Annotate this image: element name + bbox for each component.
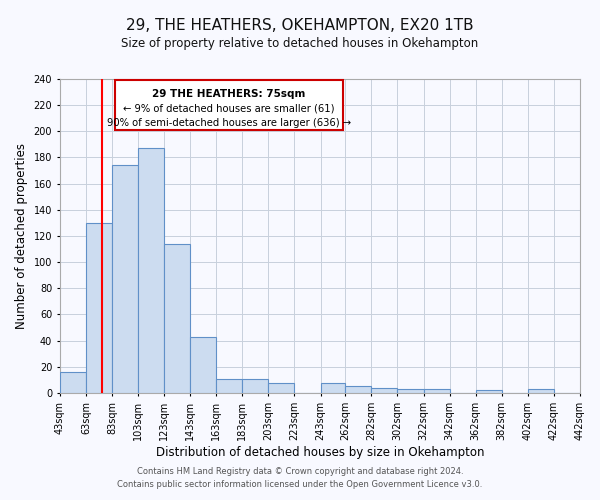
Bar xyxy=(320,382,346,393)
Text: 29 THE HEATHERS: 75sqm: 29 THE HEATHERS: 75sqm xyxy=(152,90,305,100)
Bar xyxy=(242,378,268,393)
Bar xyxy=(346,386,371,393)
Bar xyxy=(216,378,242,393)
Text: Contains HM Land Registry data © Crown copyright and database right 2024.
Contai: Contains HM Land Registry data © Crown c… xyxy=(118,468,482,489)
Text: 90% of semi-detached houses are larger (636) →: 90% of semi-detached houses are larger (… xyxy=(107,118,351,128)
Bar xyxy=(190,336,216,393)
Bar xyxy=(86,223,112,393)
Bar xyxy=(164,244,190,393)
Bar xyxy=(476,390,502,393)
Text: ← 9% of detached houses are smaller (61): ← 9% of detached houses are smaller (61) xyxy=(123,104,334,114)
Bar xyxy=(112,166,138,393)
Bar xyxy=(60,372,86,393)
Bar xyxy=(371,388,397,393)
Y-axis label: Number of detached properties: Number of detached properties xyxy=(15,143,28,329)
Bar xyxy=(528,389,554,393)
Bar xyxy=(268,382,295,393)
Bar xyxy=(424,389,449,393)
Bar xyxy=(397,389,424,393)
Bar xyxy=(138,148,164,393)
Text: 29, THE HEATHERS, OKEHAMPTON, EX20 1TB: 29, THE HEATHERS, OKEHAMPTON, EX20 1TB xyxy=(126,18,474,32)
X-axis label: Distribution of detached houses by size in Okehampton: Distribution of detached houses by size … xyxy=(155,446,484,458)
Text: Size of property relative to detached houses in Okehampton: Size of property relative to detached ho… xyxy=(121,38,479,51)
FancyBboxPatch shape xyxy=(115,80,343,130)
